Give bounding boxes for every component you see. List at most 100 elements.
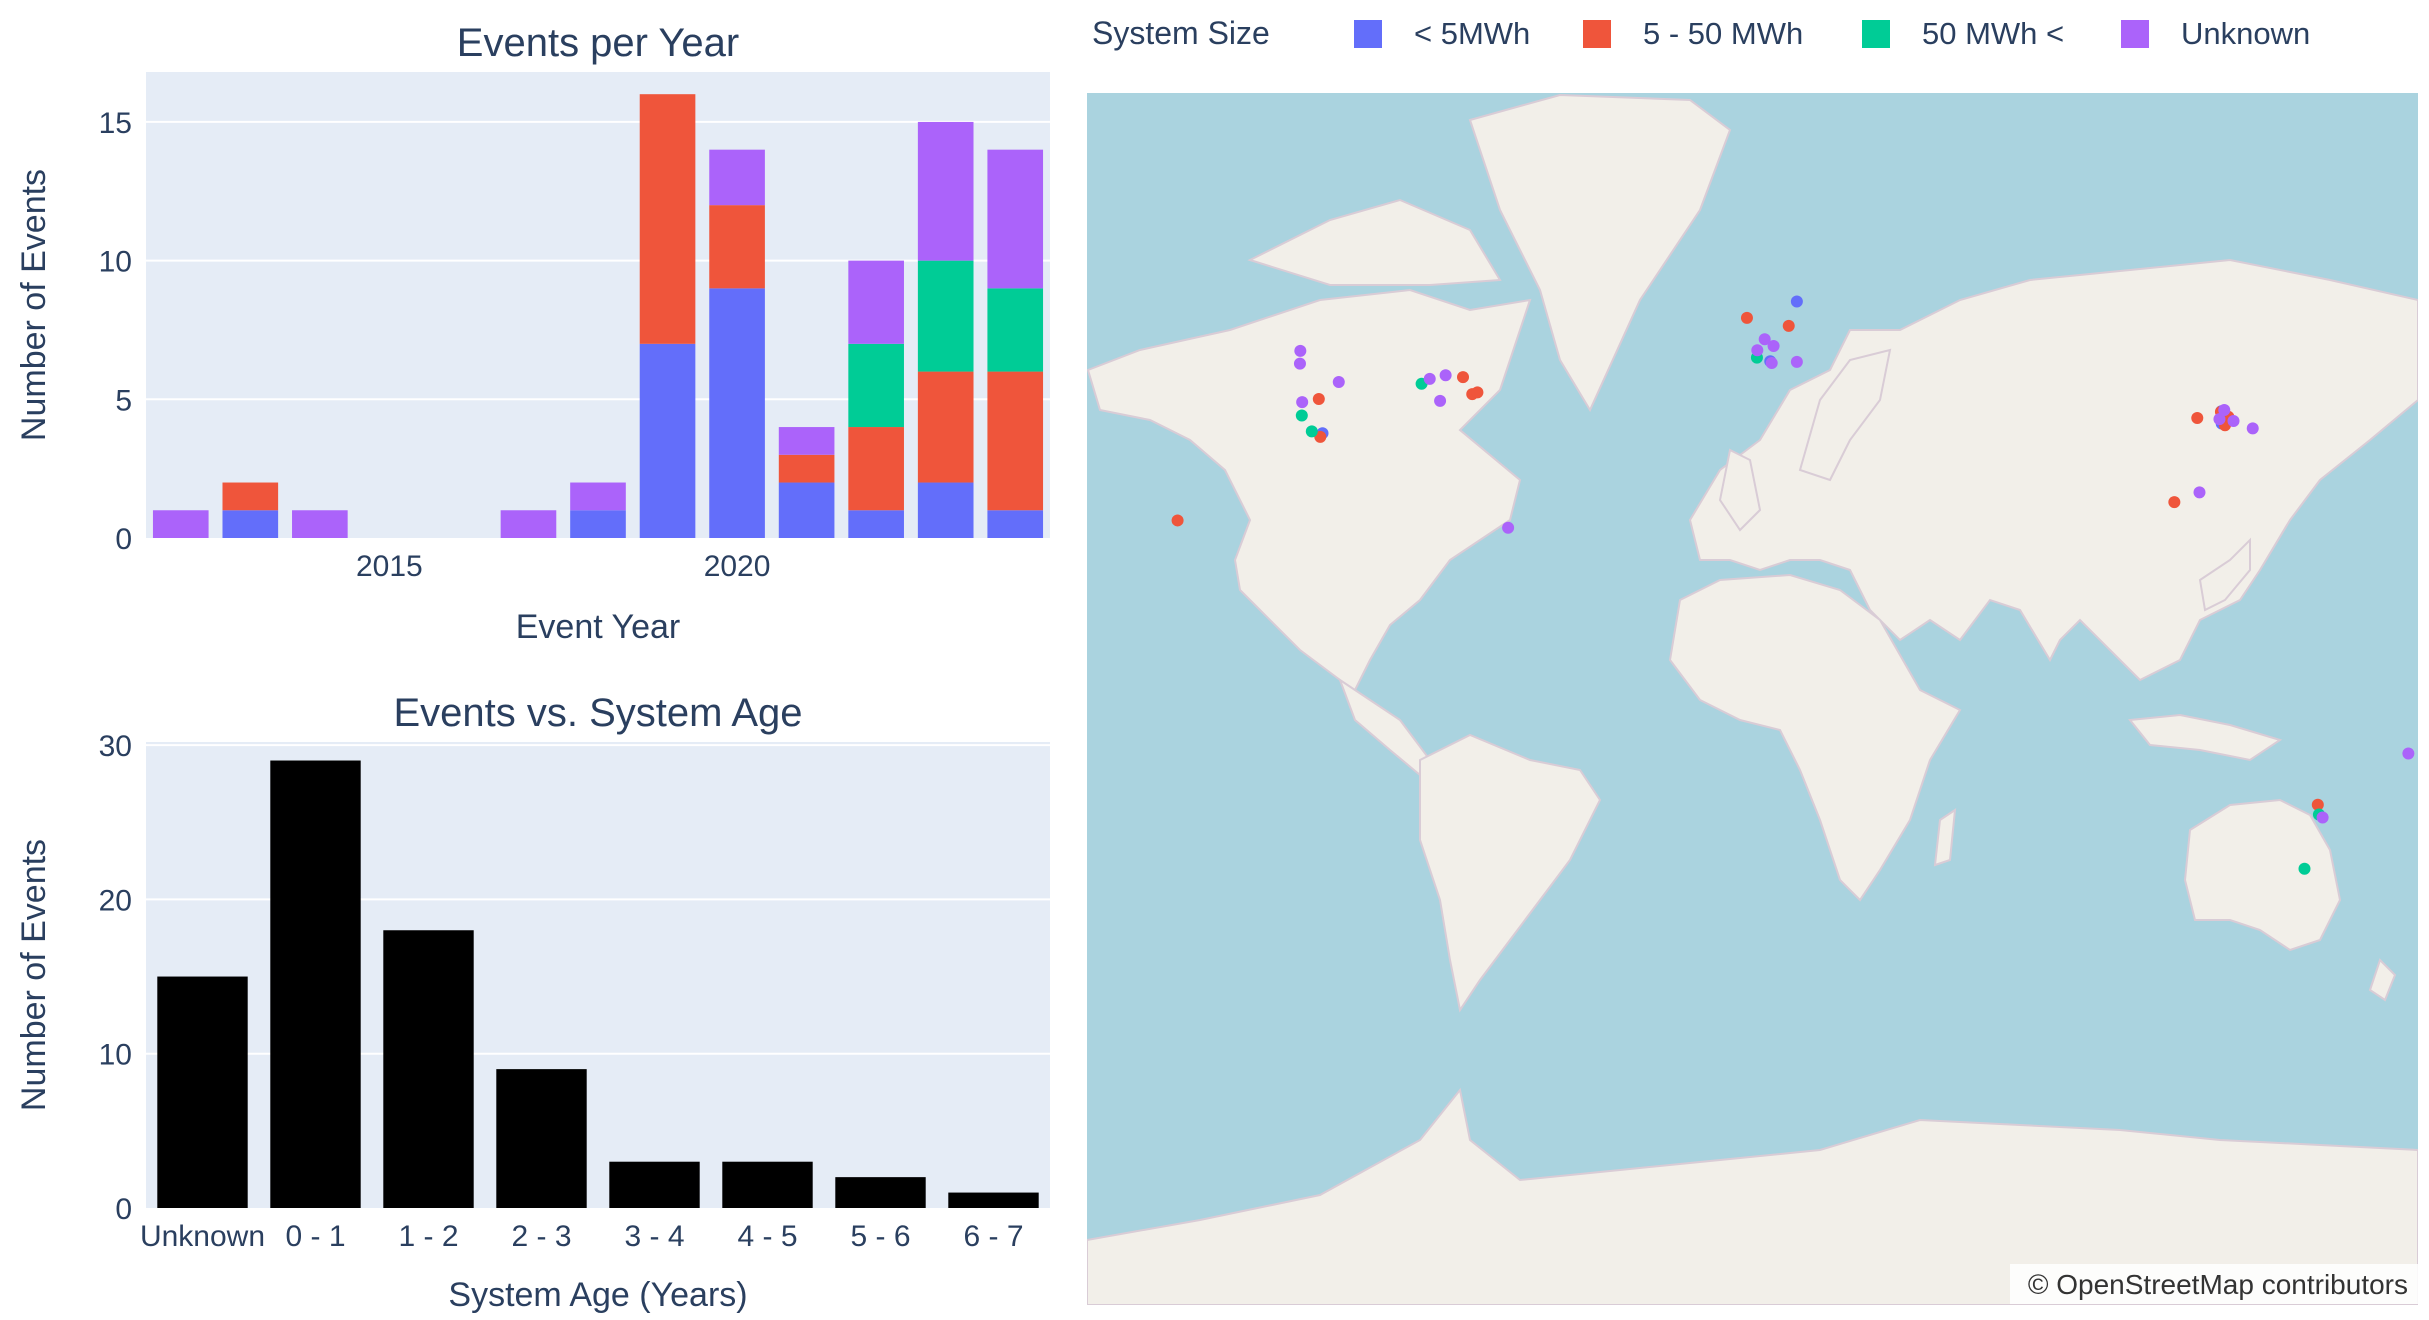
event-point[interactable]: [1423, 372, 1436, 385]
legend-item-over-50mwh[interactable]: 50 MWh <: [1862, 16, 2064, 51]
event-point[interactable]: [1740, 311, 1753, 324]
bar-segment[interactable]: [222, 510, 279, 538]
event-point[interactable]: [1294, 344, 1307, 357]
events-vs-system-age-y-ticks: 0 10 20 30: [99, 730, 132, 1226]
event-point[interactable]: [1790, 295, 1803, 308]
bar[interactable]: [722, 1161, 813, 1208]
bar-segment[interactable]: [987, 149, 1044, 289]
event-point[interactable]: [1314, 430, 1327, 443]
bar-segment[interactable]: [778, 454, 835, 483]
map-attribution-text[interactable]: © OpenStreetMap contributors: [2028, 1269, 2408, 1300]
bar[interactable]: [609, 1161, 700, 1208]
events-per-year-x-axis-label: Event Year: [516, 608, 680, 646]
bar[interactable]: [835, 1177, 926, 1208]
bar-segment[interactable]: [639, 94, 696, 344]
land-japan: [2198, 537, 2251, 612]
event-point[interactable]: [2298, 862, 2311, 875]
bar-segment[interactable]: [709, 149, 765, 206]
bar-segment[interactable]: [778, 427, 835, 455]
legend-label-over-50mwh: 50 MWh <: [1922, 16, 2064, 51]
bar-segment[interactable]: [917, 121, 974, 261]
event-point[interactable]: [2218, 404, 2231, 417]
bar-segment[interactable]: [848, 427, 904, 511]
event-point[interactable]: [1332, 375, 1345, 388]
event-point[interactable]: [1434, 394, 1447, 407]
bar[interactable]: [496, 1069, 587, 1208]
event-point[interactable]: [1767, 339, 1780, 352]
map-event-points: [1171, 295, 2415, 875]
legend-swatch-5-50mwh: [1583, 20, 1611, 48]
x-tick-label: 3 - 4: [624, 1220, 684, 1253]
event-point[interactable]: [1457, 371, 1470, 384]
event-point[interactable]: [2213, 413, 2226, 426]
legend-label-5-50mwh: 5 - 50 MWh: [1643, 16, 1803, 51]
bar-segment[interactable]: [292, 510, 348, 538]
land-south-america: [1419, 733, 1602, 1013]
events-per-year-plot-bg: [146, 72, 1050, 538]
legend-item-under-5mwh[interactable]: < 5MWh: [1354, 16, 1530, 51]
event-point[interactable]: [1295, 409, 1308, 422]
bar-segment[interactable]: [778, 482, 835, 538]
event-point[interactable]: [1502, 521, 1515, 534]
event-point[interactable]: [2402, 747, 2415, 760]
bar-segment[interactable]: [709, 205, 765, 289]
bar-segment[interactable]: [639, 343, 696, 538]
event-point[interactable]: [1296, 396, 1309, 409]
x-tick-label: 4 - 5: [737, 1220, 797, 1253]
bar[interactable]: [270, 760, 361, 1208]
event-point[interactable]: [1751, 344, 1764, 357]
event-point[interactable]: [2316, 811, 2329, 824]
bar-segment[interactable]: [987, 371, 1044, 511]
event-point[interactable]: [2246, 422, 2259, 435]
event-point[interactable]: [1765, 357, 1778, 370]
event-point[interactable]: [1471, 386, 1484, 399]
event-point[interactable]: [2191, 411, 2204, 424]
event-point[interactable]: [2311, 798, 2324, 811]
bar-segment[interactable]: [570, 510, 626, 538]
bar-segment[interactable]: [917, 371, 974, 483]
events-per-year-chart: 0 5 10 15 2015 2020 Events per Year Event Ye…: [15, 21, 1050, 646]
event-point[interactable]: [1439, 369, 1452, 382]
bar-segment[interactable]: [152, 510, 209, 538]
events-per-year-title: Events per Year: [457, 21, 739, 65]
event-point[interactable]: [1171, 514, 1184, 527]
event-point[interactable]: [1305, 425, 1318, 438]
bar-segment[interactable]: [848, 510, 904, 538]
bar-segment[interactable]: [987, 510, 1044, 538]
event-point[interactable]: [1790, 355, 1803, 368]
map-attribution: © OpenStreetMap contributors: [2010, 1264, 2418, 1304]
land-arctic-canada: [1247, 198, 1502, 286]
event-point[interactable]: [2193, 486, 2206, 499]
map-land: [1087, 93, 2418, 1305]
bar-segment[interactable]: [500, 510, 557, 538]
bar-segment[interactable]: [917, 482, 974, 538]
event-point[interactable]: [2227, 415, 2240, 428]
x-tick-label: 6 - 7: [963, 1220, 1023, 1253]
event-point[interactable]: [1312, 393, 1325, 406]
legend-item-unknown[interactable]: Unknown: [2121, 16, 2310, 51]
legend-swatch-under-5mwh: [1354, 20, 1382, 48]
bar[interactable]: [157, 976, 248, 1208]
events-vs-system-age-title: Events vs. System Age: [393, 691, 802, 735]
bar-segment[interactable]: [848, 260, 904, 344]
event-point[interactable]: [1758, 333, 1771, 346]
legend-item-5-50mwh[interactable]: 5 - 50 MWh: [1583, 16, 1803, 51]
bar-segment[interactable]: [222, 482, 279, 511]
bar-segment[interactable]: [987, 288, 1044, 372]
bar-segment[interactable]: [709, 288, 765, 538]
bar-segment[interactable]: [917, 260, 974, 372]
y-tick-label: 10: [99, 1039, 132, 1072]
event-point[interactable]: [2168, 496, 2181, 509]
bar[interactable]: [383, 930, 474, 1208]
bar-segment[interactable]: [570, 482, 626, 511]
bar-segment[interactable]: [848, 343, 904, 428]
bar[interactable]: [948, 1192, 1039, 1208]
y-tick-label: 5: [115, 384, 132, 417]
map-legend: System Size < 5MWh 5 - 50 MWh 50 MWh < U…: [1092, 15, 2310, 51]
world-map-chart: System Size < 5MWh 5 - 50 MWh 50 MWh < U…: [1087, 15, 2418, 1305]
legend-swatch-unknown: [2121, 20, 2149, 48]
y-tick-label: 30: [99, 730, 132, 763]
event-point[interactable]: [1293, 357, 1306, 370]
event-point[interactable]: [1782, 319, 1795, 332]
